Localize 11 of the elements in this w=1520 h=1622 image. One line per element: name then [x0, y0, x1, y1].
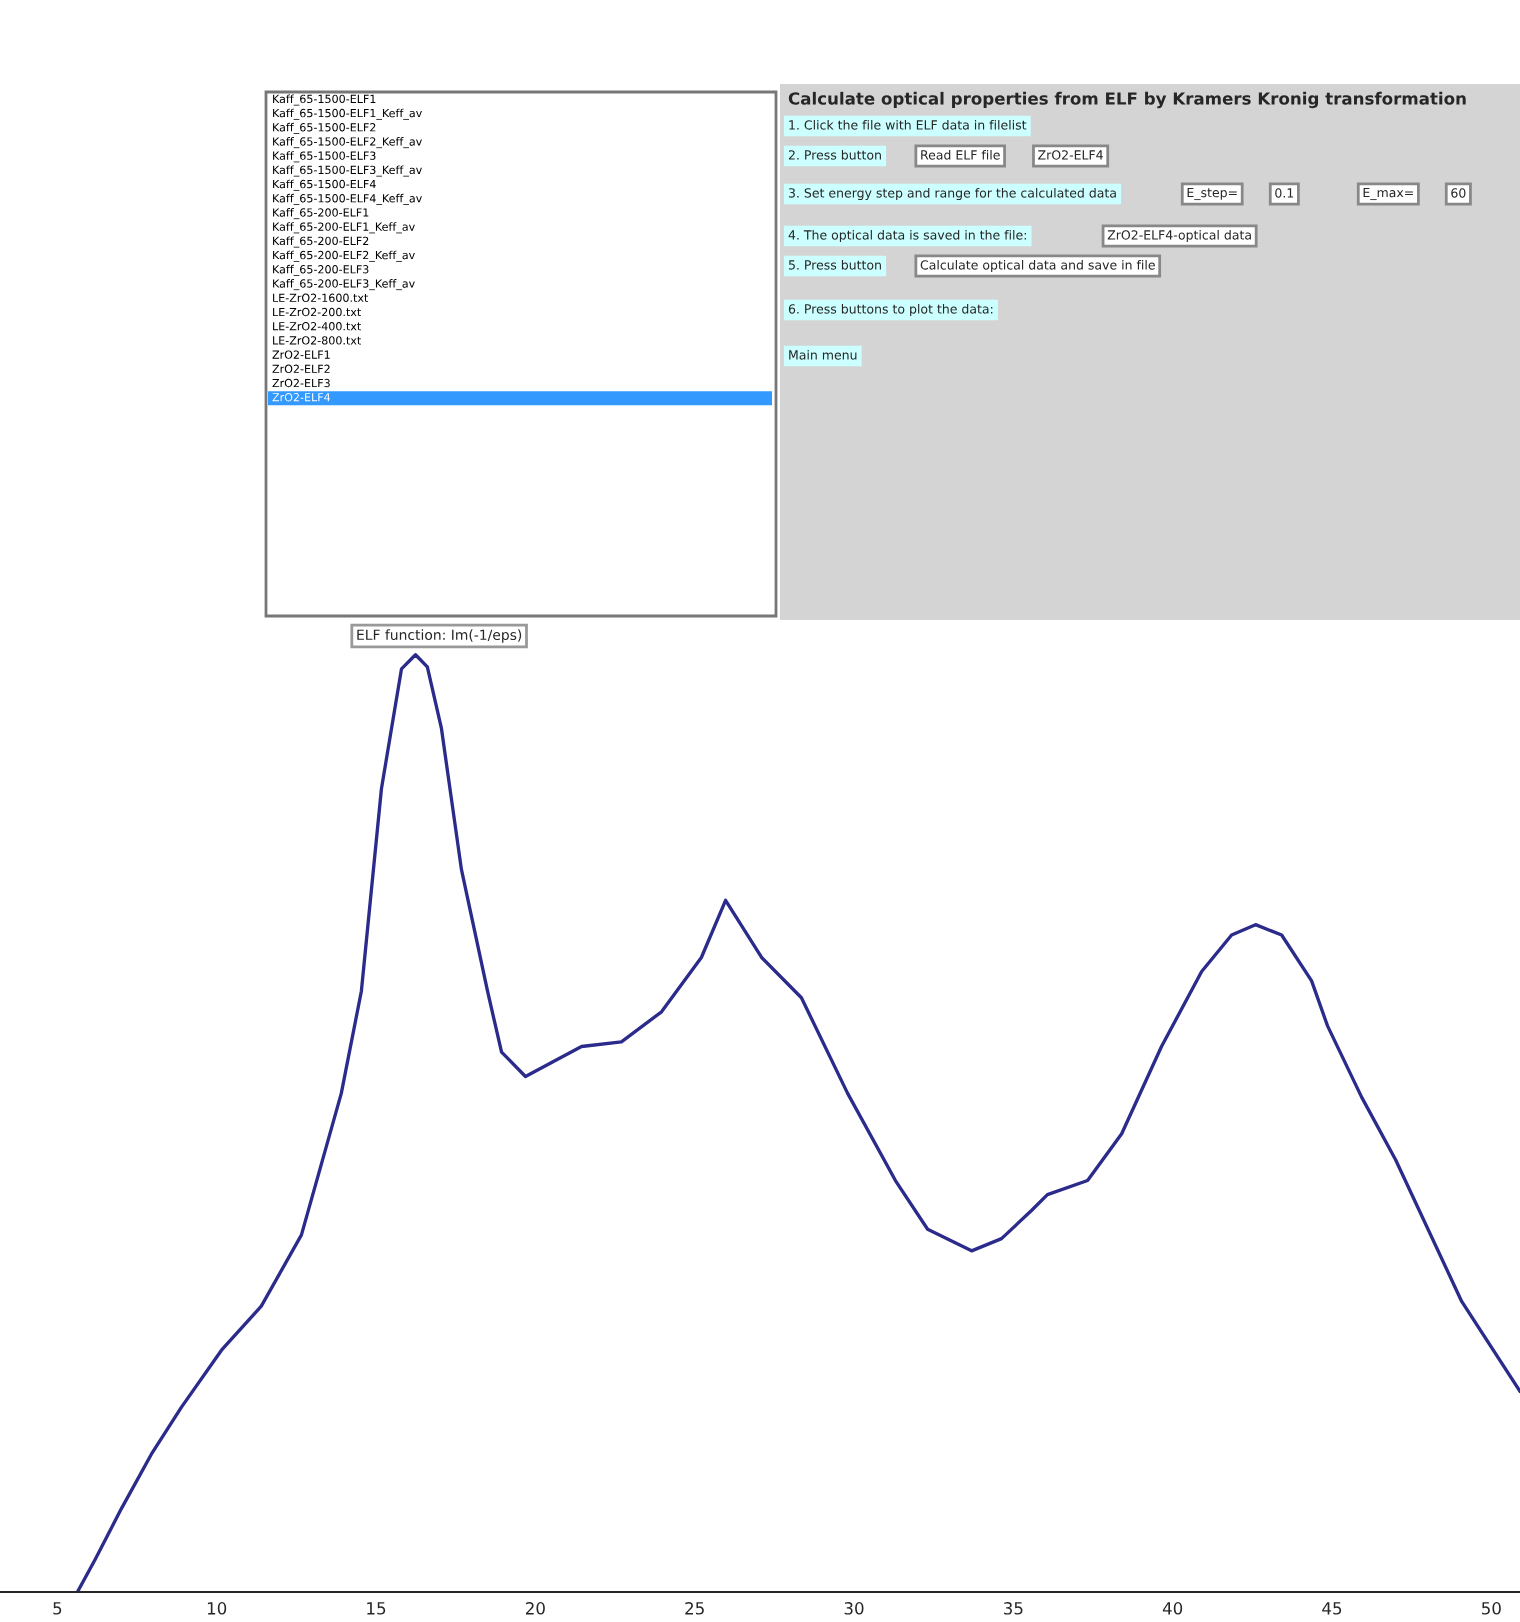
x-tick-label: 45 [1322, 1602, 1342, 1615]
x-tick-label: 40 [1162, 1602, 1183, 1615]
x-tick-label: 30 [844, 1602, 864, 1615]
text: Calculate optical properties from ELF by Kramers Kronig transformation [788, 91, 1466, 109]
x-tick-label: 10 [207, 1602, 227, 1615]
x-tick-label: 20 [525, 1602, 545, 1615]
x-tick-label: 25 [685, 1602, 704, 1615]
x-tick-label: 50 [1482, 1602, 1501, 1615]
x-tick-label: 15 [367, 1602, 386, 1615]
x-tick-label: 35 [1004, 1602, 1023, 1615]
x-tick-label: 5 [53, 1602, 62, 1615]
